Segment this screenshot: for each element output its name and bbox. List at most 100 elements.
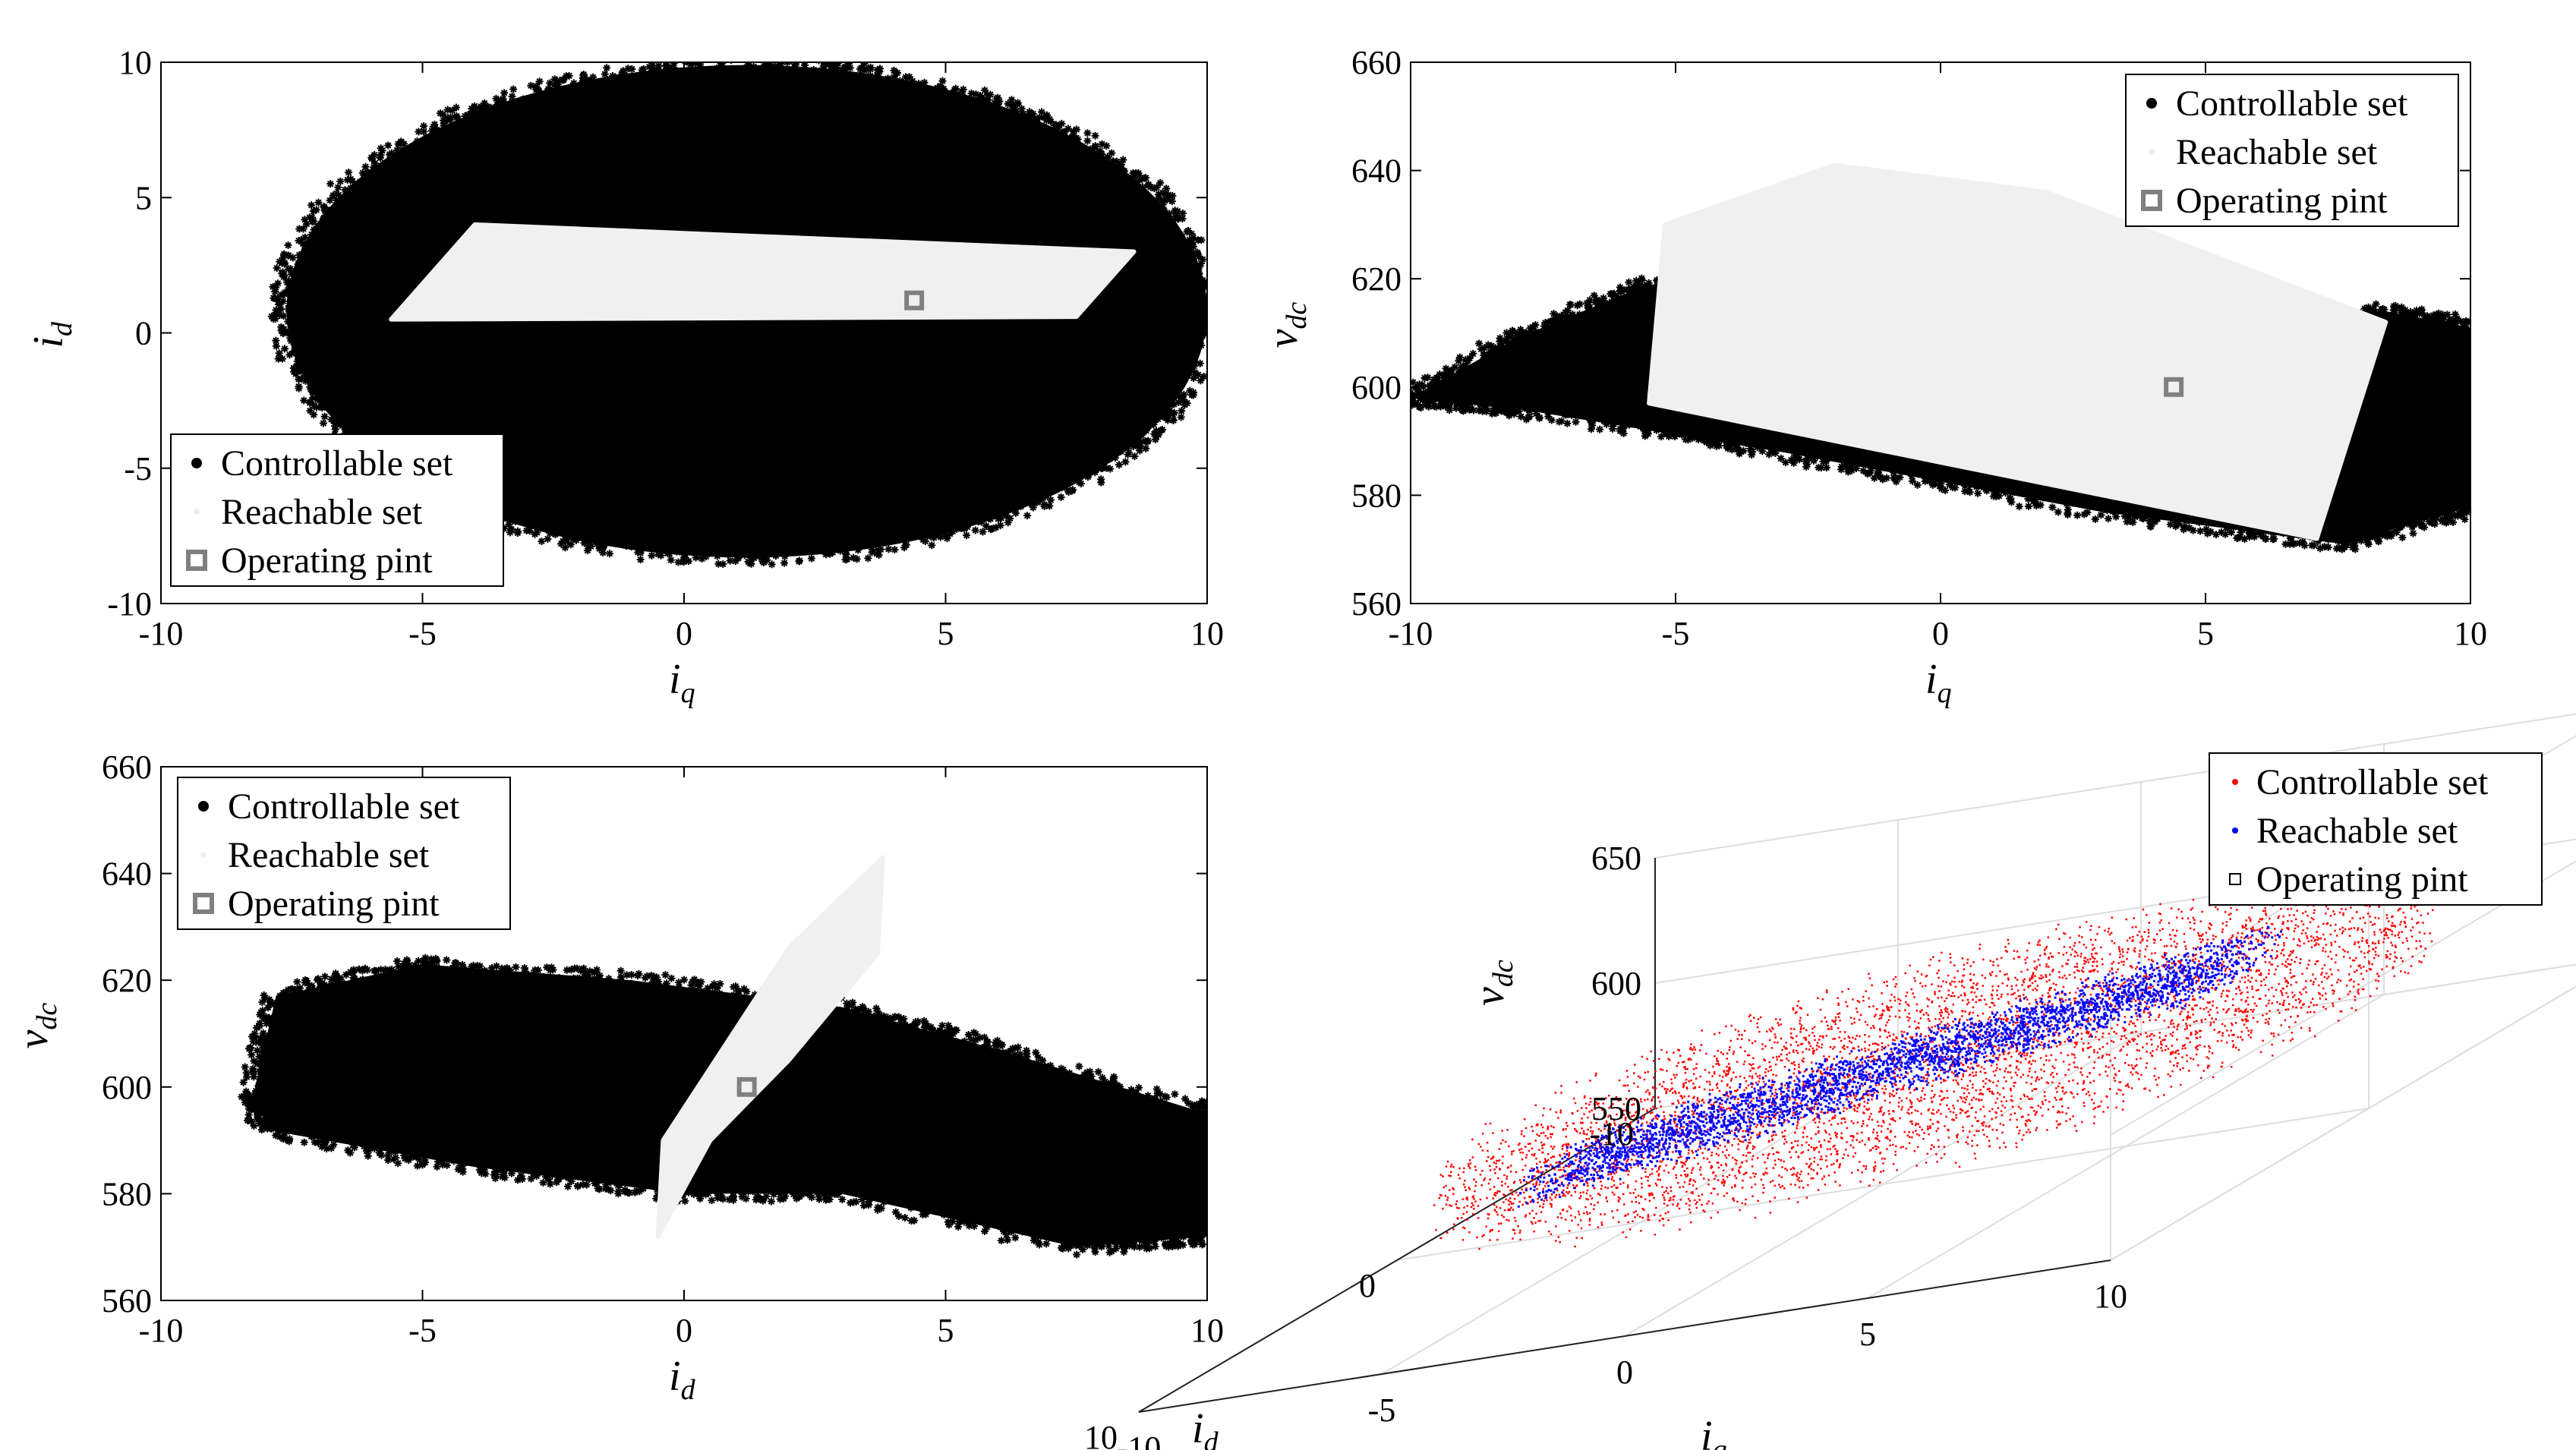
reachable-set-region: [389, 222, 1137, 322]
legend: Controllable set Reachable set Operating…: [2209, 752, 2543, 906]
y-tick-label: -10: [107, 585, 152, 623]
y-tick-label: -10: [1589, 1115, 1634, 1152]
legend-marker-dot: [2232, 779, 2238, 785]
y-tick-label: 600: [102, 1069, 152, 1106]
x-tick-label: 5: [938, 1312, 954, 1349]
z-axis-label: vdc: [1466, 960, 1519, 1006]
legend: Controllable set Reachable set Operating…: [2125, 74, 2459, 227]
y-tick-label: 0: [135, 315, 152, 352]
x-tick-label: 0: [676, 1312, 692, 1349]
y-tick-label: 560: [102, 1282, 152, 1319]
y-tick-label: 580: [102, 1175, 152, 1212]
operating-point-marker: [736, 1076, 757, 1097]
chart-top-right-iq-vdc: -10 -5 0 5 10 560 580 600 620 640 660 iq vdc Contr…: [1260, 44, 2487, 709]
legend-label-controllable: Controllable set: [2176, 84, 2408, 124]
controllable-set-cloud: [1433, 874, 2434, 1250]
x-tick-label: -10: [1117, 1430, 1162, 1450]
y-tick-label: 660: [102, 749, 152, 786]
legend-label-operating-point: Operating pint: [221, 541, 433, 581]
grid-line: [1654, 963, 2576, 1109]
legend-label-reachable: Reachable set: [221, 492, 423, 532]
y-axis-label: vdc: [1260, 302, 1313, 348]
legend-marker-reachable: [2232, 827, 2238, 834]
legend-marker-star: [198, 801, 209, 812]
reachable-set-cloud: [1647, 162, 2388, 541]
legend: Controllable set Reachable set Operating…: [170, 433, 504, 587]
operating-point: [736, 1076, 757, 1097]
legend-label-operating-point: Operating pint: [228, 884, 440, 924]
legend-label-reachable: Reachable set: [2256, 811, 2458, 851]
legend-marker-square: [2141, 190, 2162, 211]
legend-marker-controllable: [191, 458, 202, 468]
legend-marker-dot: [200, 852, 207, 858]
legend-marker-reachable: [200, 852, 207, 858]
x-axis-label: id: [669, 1353, 696, 1406]
x-tick-label: -10: [139, 615, 184, 652]
operating-point-marker: [904, 290, 925, 310]
legend-marker-square: [2229, 873, 2241, 885]
legend-label-controllable: Controllable set: [2256, 762, 2489, 802]
y-tick-label: 640: [1351, 153, 1402, 190]
legend-label-reachable: Reachable set: [2176, 132, 2378, 172]
legend-marker-square: [186, 550, 207, 571]
legend-marker-operating-point: [2141, 190, 2162, 211]
legend-marker-dot: [194, 509, 200, 515]
reachable-set-region: [655, 855, 885, 1239]
legend-label-operating-point: Operating pint: [2256, 859, 2468, 900]
x-axis-label: iq: [669, 656, 695, 709]
y-axis-label: vdc: [10, 1003, 63, 1049]
controllable-set-markers: [238, 954, 1207, 1259]
y-tick-label: 560: [1351, 585, 1402, 623]
x-axis-label: iq: [1925, 656, 1952, 709]
axis-ticks: -10 -5 0 5 10 560 580 600 620 640 660: [1351, 44, 2487, 652]
x-tick-label: 5: [938, 615, 954, 652]
legend-marker-star: [2146, 98, 2157, 109]
legend-marker-controllable: [2232, 779, 2238, 785]
operating-point: [2164, 377, 2184, 397]
z-tick-label: 550: [1591, 1090, 1641, 1127]
operating-point: [904, 290, 925, 310]
legend-marker-dot: [2149, 149, 2155, 155]
y-tick-label: 660: [1351, 44, 1402, 81]
legend-label-controllable: Controllable set: [228, 786, 460, 827]
legend-marker-operating-point: [2229, 873, 2241, 885]
x-tick-label: -10: [1389, 615, 1433, 652]
y-tick-label: -5: [124, 450, 152, 487]
legend-marker-controllable: [2146, 98, 2157, 109]
x-axis-line: [1138, 1259, 2111, 1413]
x-tick-label: 0: [676, 615, 692, 652]
legend-marker-reachable: [194, 509, 200, 515]
x-axis-label: iq: [1701, 1413, 1727, 1450]
y-tick-label: 5: [135, 179, 152, 216]
y-tick-label: 10: [1084, 1419, 1118, 1450]
legend-marker-square: [193, 893, 214, 914]
operating-point-marker: [2164, 377, 2184, 397]
y-axis-label: id: [25, 321, 78, 348]
y-tick-label: 620: [102, 962, 152, 999]
x-tick-label: 10: [1190, 1312, 1224, 1349]
legend-marker-operating-point: [193, 893, 214, 914]
reachable-set-cloud: [1517, 925, 2282, 1208]
chart-bottom-left-id-vdc: -10 -5 0 5 10 560 580 600 620 640 660 id vdc Contr…: [10, 749, 1224, 1406]
reachable-set-markers: [1517, 925, 2282, 1208]
x-tick-label: -5: [1662, 615, 1690, 652]
z-tick-label: 600: [1591, 965, 1641, 1002]
y-tick-label: 620: [1351, 260, 1402, 298]
legend-marker-operating-point: [186, 550, 207, 571]
x-tick-label: 10: [1190, 615, 1224, 652]
x-tick-label: 0: [1932, 615, 1949, 652]
y-axis-label: id: [1192, 1405, 1219, 1450]
x-tick-label: 5: [1859, 1316, 1876, 1353]
grid-line: [1654, 963, 2576, 1109]
reachable-set-cloud: [389, 222, 1137, 322]
x-tick-label: 0: [1616, 1354, 1633, 1391]
z-tick-label: 650: [1591, 840, 1641, 877]
legend-marker-controllable: [198, 801, 209, 812]
reachable-set-cloud: [655, 855, 885, 1239]
legend-label-reachable: Reachable set: [228, 835, 430, 875]
legend-marker-dot: [2232, 827, 2238, 834]
y-tick-label: 600: [1351, 369, 1402, 406]
legend-marker-reachable: [2149, 149, 2155, 155]
